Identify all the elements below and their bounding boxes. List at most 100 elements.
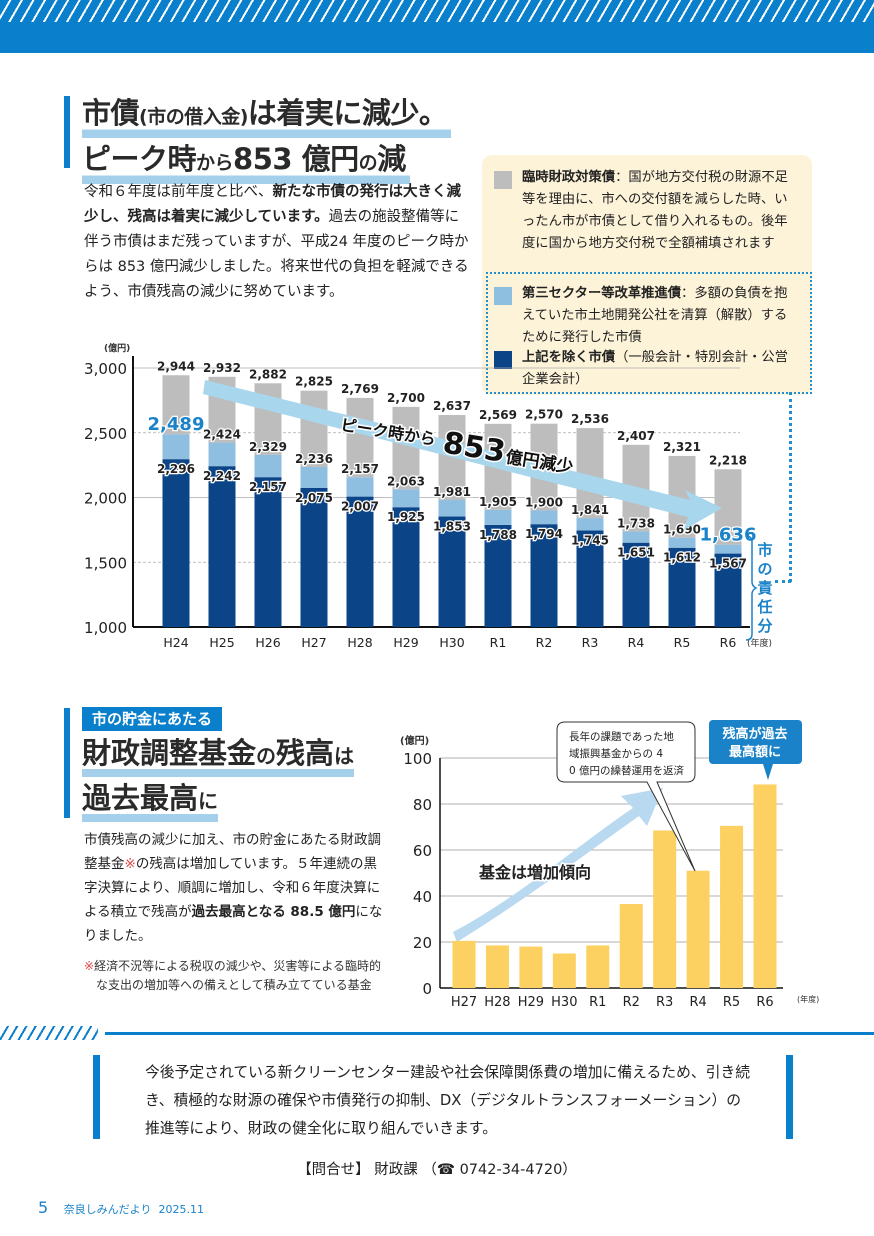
dotted-connector <box>775 580 791 583</box>
base-label: 2,007 <box>341 500 379 514</box>
bar-segment <box>300 390 328 467</box>
bar-segment <box>208 466 236 627</box>
title-text: 市債 <box>82 96 140 130</box>
x-tick-label: R5 <box>723 995 740 1010</box>
publication-name: 奈良しみんだより <box>63 1203 152 1216</box>
legend-swatch-gray <box>494 171 512 189</box>
total-label: 2,825 <box>295 375 333 389</box>
record-callout-box <box>709 720 802 764</box>
legend-box: 臨時財政対策債：国が地方交付税の財源不足等を理由に、市への交付額を減らした時、い… <box>482 155 812 395</box>
total-label: 2,932 <box>203 361 241 375</box>
section2-title-line-2: 過去最高に <box>82 777 219 822</box>
total-label: 2,570 <box>525 408 563 422</box>
x-tick-label: R3 <box>656 995 673 1010</box>
base-label: 1,651 <box>617 546 655 560</box>
bar-segment <box>438 516 466 627</box>
x-tick-label: R1 <box>490 635 507 650</box>
section2-title-line-1: 財政調整基金の残高は <box>82 732 355 777</box>
fund-bar <box>720 825 744 988</box>
bar-segment <box>438 499 466 517</box>
y-axis-unit: (億円) <box>400 734 429 747</box>
separator-line <box>105 1032 874 1035</box>
bar-segment <box>254 477 282 627</box>
fund-bar <box>619 904 643 988</box>
title-accent-bar <box>64 96 70 168</box>
fund-bar <box>452 940 476 988</box>
title-text: ピーク時 <box>82 142 197 176</box>
fund-bar <box>485 945 509 988</box>
section2-footnote: ※経済不況等による税収の減少や、災害等による臨時的な支出の増加等への備えとして積… <box>84 957 386 995</box>
bar-segment <box>300 487 328 627</box>
bar-segment <box>668 547 696 627</box>
total-label: 2,944 <box>157 359 195 373</box>
base-label: 1,794 <box>525 527 563 541</box>
base-label: 2,242 <box>203 469 241 483</box>
y-tick-label: 100 <box>403 750 432 768</box>
section2-paragraph: 市債残高の減少に加え、市の貯金にあたる財政調整基金※の残高は増加しています。５年… <box>84 828 384 948</box>
base-label: 2,157 <box>249 480 287 494</box>
legend-name: 臨時財政対策債 <box>522 170 616 185</box>
page-footer: 5 奈良しみんだより 2025.11 <box>38 1198 204 1217</box>
base-label: 1,745 <box>571 534 609 548</box>
base-label: 1,567 <box>709 557 747 571</box>
x-tick-label: H28 <box>347 635 372 650</box>
section2-accent-bar <box>64 708 70 818</box>
contact-line: 【問合せ】 財政課 （☎ 0742-34-4720） <box>297 1162 577 1178</box>
bar-segment <box>208 442 236 467</box>
callout-line: 長年の課題であった地 <box>569 730 674 743</box>
mid-label: 2,063 <box>387 474 425 488</box>
title-text: 853 億円 <box>233 142 359 176</box>
x-tick-label: R2 <box>536 635 553 650</box>
total-label: 2,700 <box>387 391 425 405</box>
fund-bar <box>686 870 710 988</box>
title-text-small: の <box>358 152 378 174</box>
body-text: の残高は増加しています。５年連続の黒字決算により、順調に増加し、令和６年度決算に… <box>84 856 381 920</box>
title-text: 残高 <box>276 736 335 770</box>
closing-text: 今後予定されている新クリーンセンター建設や社会保障関係費の増加に備えるため、引き… <box>145 1064 751 1137</box>
x-tick-label: H30 <box>551 995 577 1010</box>
record-callout-line1: 残高が過去 <box>722 726 787 742</box>
mid-label: 1,841 <box>571 503 609 517</box>
section2-tag: 市の貯金にあたる <box>82 707 223 731</box>
intro-bold-text: 新たな市債の発行は大きく減少し、残高は着実に減少しています。 <box>84 184 461 225</box>
y-tick-label: 2,000 <box>84 490 127 508</box>
x-tick-label: R6 <box>756 995 773 1010</box>
contact-label: 【問合せ】 <box>297 1162 370 1178</box>
y-tick-label: 0 <box>422 980 432 998</box>
legend-desc: ：国が地方交付税の財源不足等を理由に、市への交付額を減らした時、いったん市が市債… <box>522 170 788 251</box>
callout-line: 域振興基金からの 4 <box>569 747 663 760</box>
title-text-small: から <box>196 152 234 174</box>
y-tick-label: 2,500 <box>84 425 127 443</box>
bar-segment <box>162 459 190 627</box>
issue-date: 2025.11 <box>158 1203 204 1216</box>
note-mark: ※ <box>124 856 136 872</box>
bar-segment <box>392 489 420 508</box>
mid-label: 2,424 <box>203 428 241 442</box>
bar-segment <box>392 406 420 490</box>
y-tick-label: 60 <box>413 842 432 860</box>
header-stripes <box>0 0 874 22</box>
x-tick-label: R6 <box>720 635 737 650</box>
repayment-callout: 長年の課題であった地域振興基金からの 4 0 億円の繰替運用を返済 <box>556 721 696 872</box>
bar-segment <box>530 524 558 627</box>
x-tick-label: H25 <box>209 635 234 650</box>
mid-label: 2,329 <box>249 440 287 454</box>
bar-segment <box>300 466 328 488</box>
title-text-small: (市の借入金) <box>139 106 248 128</box>
legend-desc: （一般会計・特別会計・公営企業会計） <box>522 350 788 387</box>
mid-label: 2,489 <box>148 414 205 435</box>
x-tick-label: R5 <box>674 635 691 650</box>
closing-left-bar <box>93 1055 100 1139</box>
bar-segment <box>484 509 512 525</box>
total-label: 2,569 <box>479 408 517 422</box>
mid-label: 2,157 <box>341 462 379 476</box>
total-label: 2,769 <box>341 382 379 396</box>
bar-segment <box>622 542 650 627</box>
title-text: 減 <box>377 142 406 176</box>
contact-phone[interactable]: 0742-34-4720 <box>459 1162 563 1178</box>
responsibility-bracket <box>745 535 758 641</box>
phone-icon: ☎ <box>436 1162 455 1178</box>
mid-label: 1,738 <box>617 516 655 530</box>
